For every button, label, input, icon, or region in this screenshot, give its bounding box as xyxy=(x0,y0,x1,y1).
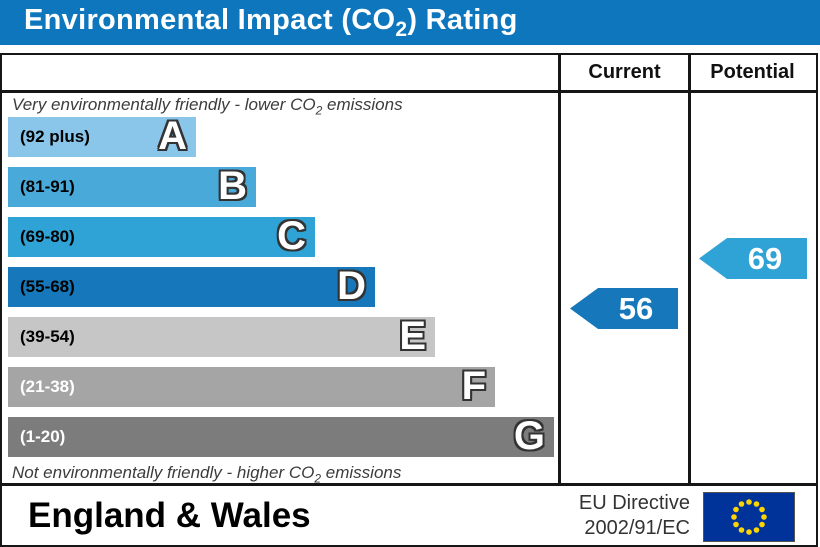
region-label: England & Wales xyxy=(28,496,311,535)
potential-rating-arrow: 69 xyxy=(699,238,807,279)
eu-directive-line2: 2002/91/EC xyxy=(584,517,690,539)
chart-title-text: Environmental Impact (CO xyxy=(24,3,396,36)
bottom-note-text: Not environmentally friendly - higher CO xyxy=(12,463,315,482)
band-C: (69-80) C xyxy=(8,214,315,258)
band-letter: F xyxy=(461,364,486,408)
top-note-suffix: emissions xyxy=(322,95,403,114)
eu-flag-icon xyxy=(703,492,795,542)
eu-directive-line1: EU Directive xyxy=(578,492,690,514)
column-header-current: Current xyxy=(588,61,661,83)
band-range-label: (69-80) xyxy=(20,227,75,246)
band-letter: G xyxy=(513,414,545,458)
band-range-label: (21-38) xyxy=(20,377,75,396)
rating-table: Current Potential Very environmentally f… xyxy=(0,53,818,547)
band-B: (81-91) B xyxy=(8,164,256,208)
band-D: (55-68) D xyxy=(8,264,375,308)
bottom-note-subscript: 2 xyxy=(314,471,322,486)
eu-directive-label: EU Directive 2002/91/EC xyxy=(502,491,690,541)
band-range-label: (81-91) xyxy=(20,177,75,196)
bottom-note: Not environmentally friendly - higher CO… xyxy=(12,463,401,485)
band-A: (92 plus) A xyxy=(8,114,196,158)
band-letter: E xyxy=(399,314,426,358)
top-note: Very environmentally friendly - lower CO… xyxy=(12,95,403,117)
column-header-potential: Potential xyxy=(710,61,795,83)
band-letter: B xyxy=(218,164,247,208)
band-range-label: (39-54) xyxy=(20,327,75,346)
potential-rating-value: 69 xyxy=(747,240,783,276)
band-letter: D xyxy=(337,264,366,308)
current-rating-arrow: 56 xyxy=(570,288,678,329)
band-letter: C xyxy=(277,214,306,258)
chart-title-bar: Environmental Impact (CO2) Rating xyxy=(0,0,820,45)
chart-title: Environmental Impact (CO2) Rating xyxy=(24,4,518,42)
potential-column-divider xyxy=(688,55,691,483)
current-rating-value: 56 xyxy=(618,290,654,326)
chart-title-subscript: 2 xyxy=(395,17,408,41)
band-letter: A xyxy=(158,114,187,158)
top-note-subscript: 2 xyxy=(315,103,323,118)
band-G: (1-20) G xyxy=(8,414,554,458)
band-F: (21-38) F xyxy=(8,364,495,408)
band-range-label: (55-68) xyxy=(20,277,75,296)
top-note-text: Very environmentally friendly - lower CO xyxy=(12,95,316,114)
current-column-divider xyxy=(558,55,561,483)
band-range-label: (1-20) xyxy=(20,427,66,446)
header-separator-line xyxy=(2,90,816,93)
chart-title-suffix: ) Rating xyxy=(407,3,518,36)
band-range-label: (92 plus) xyxy=(20,127,90,146)
bottom-note-suffix: emissions xyxy=(321,463,402,482)
band-E: (39-54) E xyxy=(8,314,435,358)
footer-separator-line xyxy=(2,483,816,486)
